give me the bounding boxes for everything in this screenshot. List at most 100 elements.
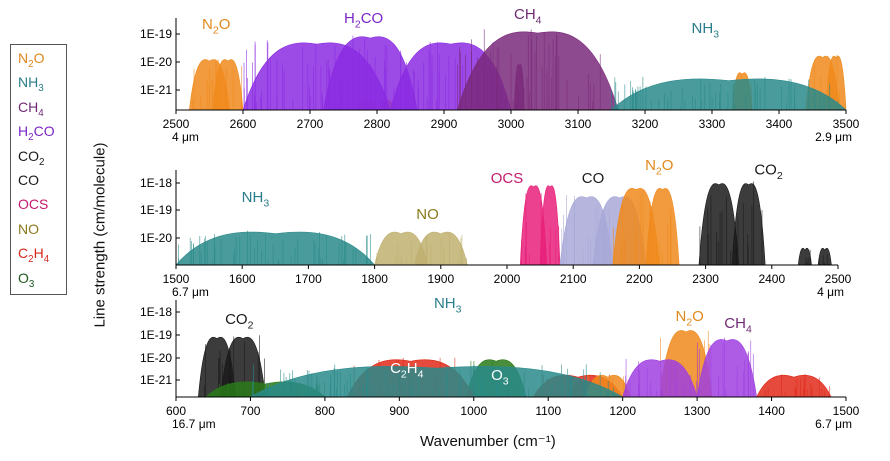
x-tick-label: 1600 (229, 272, 256, 286)
series-ocs (519, 185, 561, 266)
band-ocs (539, 185, 561, 266)
x-tick-label: 1100 (535, 404, 561, 418)
y-tick-label: 1E-18 (140, 305, 172, 319)
x-tick-label: 1500 (163, 272, 190, 286)
label-nh3: NH3 (692, 20, 720, 41)
y-tick-label: 1E-20 (140, 351, 172, 365)
series-ch4 (456, 29, 619, 111)
x-tick-label: 1200 (609, 404, 636, 418)
x-tick-label: 3200 (632, 117, 659, 131)
x-tick-label: 1400 (758, 404, 785, 418)
x-tick-label: 3300 (699, 117, 726, 131)
label-ch4: CH4 (724, 315, 752, 336)
y-tick-label: 1E-19 (140, 328, 172, 342)
y-tick-label: 1E-21 (140, 83, 172, 97)
band-ch4 (696, 339, 758, 398)
legend-item-h2co: H2CO (18, 123, 55, 143)
x-tick-label: 1500 (833, 404, 860, 418)
x-tick-label: 3400 (766, 117, 793, 131)
series-nh3 (249, 364, 624, 398)
range-label-right: 2.9 μm (815, 130, 852, 144)
label-co2: CO2 (225, 311, 254, 332)
legend-item-n2o: N2O (18, 50, 45, 70)
x-tick-label: 600 (166, 404, 186, 418)
label-nh3: NH3 (434, 295, 462, 316)
x-tick-label: 2600 (230, 117, 257, 131)
band-n2o (645, 188, 680, 266)
x-tick-label: 1700 (295, 272, 322, 286)
band-nh3 (249, 366, 624, 398)
label-co: CO (582, 170, 605, 187)
range-label-right: 4 μm (817, 285, 844, 299)
label-o3: O3 (491, 367, 509, 388)
x-tick-label: 2500 (163, 117, 190, 131)
x-tick-label: 2400 (758, 272, 785, 286)
y-tick-label: 1E-19 (140, 203, 172, 217)
range-label-left: 6.7 μm (172, 285, 209, 299)
series-n2o (612, 188, 680, 266)
label-n2o: N2O (675, 308, 703, 329)
range-label-right: 6.7 μm (815, 417, 852, 431)
band-n2o (212, 59, 244, 111)
x-tick-label: 900 (389, 404, 409, 418)
label-ch4: CH4 (514, 6, 542, 27)
band-co2 (731, 183, 766, 266)
series-no (374, 231, 468, 266)
y-tick-label: 1E-21 (140, 373, 172, 387)
band-nh3 (610, 78, 847, 111)
band-ch4 (622, 359, 698, 398)
y-tick-label: 1E-20 (140, 55, 172, 69)
x-tick-label: 2700 (297, 117, 324, 131)
label-ocs: OCS (491, 170, 524, 187)
x-axis-label: Wavenumber (cm⁻¹) (420, 433, 556, 450)
label-c2h4: C2H4 (390, 360, 424, 381)
legend-item-co2: CO2 (18, 147, 45, 168)
legend: N2O NH3 CH4 H2CO CO2 CO OCS NO C2H4 O3 (10, 44, 67, 295)
x-tick-label: 2900 (431, 117, 458, 131)
x-tick-label: 2000 (494, 272, 521, 286)
x-tick-label: 1300 (684, 404, 711, 418)
band-co2 (797, 247, 812, 266)
series-nh3 (610, 76, 847, 111)
x-tick-label: 2500 (825, 272, 852, 286)
x-tick-label: 3100 (565, 117, 592, 131)
series-ch4 (622, 337, 758, 398)
series-h2co (242, 35, 512, 111)
series-nh3 (175, 230, 376, 266)
legend-item-c2h4: C2H4 (18, 245, 50, 265)
x-tick-label: 3500 (833, 117, 860, 131)
x-tick-label: 1900 (427, 272, 454, 286)
x-tick-label: 1800 (361, 272, 388, 286)
band-nh3 (175, 231, 376, 266)
label-n2o: N2O (645, 157, 673, 178)
band-co2 (698, 183, 740, 266)
x-tick-label: 3000 (498, 117, 525, 131)
label-co2: CO2 (754, 162, 783, 183)
legend-item-o3: O3 (18, 269, 35, 290)
series-co2 (698, 181, 832, 266)
label-nh3: NH3 (242, 189, 270, 210)
label-no: NO (416, 206, 439, 223)
y-tick-label: 1E-18 (140, 176, 172, 190)
legend-item-co: CO (18, 172, 39, 188)
panel-1: 1E-19 1E-20 1E-21 2500 2600 2700 2800 2900 3000 3… (140, 6, 860, 144)
x-tick-label: 800 (315, 404, 335, 418)
band-n2o (825, 55, 847, 111)
y-tick-label: 1E-19 (140, 27, 172, 41)
legend-item-nh3: NH3 (18, 74, 44, 95)
label-h2co: H2CO (344, 10, 383, 31)
legend-item-ocs: OCS (18, 196, 49, 213)
label-n2o: N2O (202, 16, 230, 36)
x-tick-label: 700 (240, 404, 260, 418)
range-label-left: 16.7 μm (172, 417, 216, 431)
band-co2 (817, 247, 832, 266)
y-tick-label: 1E-20 (140, 231, 172, 245)
x-tick-label: 1000 (460, 404, 487, 418)
legend-item-ch4: CH4 (18, 98, 44, 119)
panel-3: 1E-18 1E-19 1E-20 1E-21 600 700 800 900 1000 1100… (140, 295, 860, 431)
x-tick-label: 2100 (560, 272, 587, 286)
x-tick-label: 2300 (692, 272, 719, 286)
x-tick-label: 2800 (364, 117, 391, 131)
